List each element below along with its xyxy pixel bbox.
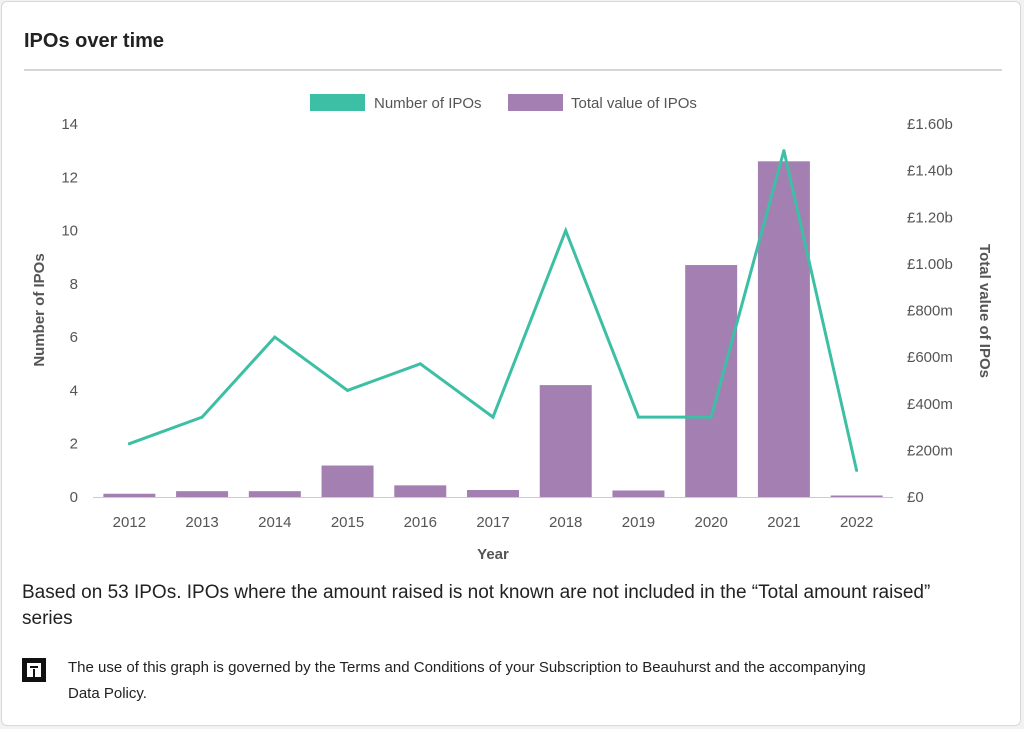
- y2-tick-label: £0: [907, 489, 924, 506]
- bar-2015: [321, 465, 374, 497]
- bar-2014: [248, 491, 301, 497]
- x-tick-label: 2017: [476, 514, 509, 531]
- x-tick-label: 2020: [694, 514, 727, 531]
- point-2017: [491, 415, 495, 419]
- y-tick-label: 0: [70, 489, 78, 506]
- footnote: Based on 53 IPOs. IPOs where the amount …: [22, 582, 931, 629]
- chart-title: IPOs over time: [24, 30, 165, 52]
- point-2015: [346, 388, 350, 392]
- bar-2012: [103, 493, 156, 497]
- bar-2016: [394, 485, 447, 497]
- y-tick-label: 10: [61, 223, 78, 240]
- bar-2017: [467, 490, 519, 497]
- y2-tick-label: £200m: [907, 442, 953, 459]
- x-tick-label: 2016: [404, 514, 437, 531]
- x-tick-label: 2014: [258, 514, 291, 531]
- y2-tick-label: £800m: [907, 303, 953, 320]
- bar-2022: [830, 495, 883, 497]
- x-tick-label: 2022: [840, 514, 873, 531]
- y2-tick-label: £1.60b: [907, 116, 953, 133]
- y-tick-label: 2: [70, 436, 78, 453]
- y-tick-label: 4: [70, 382, 78, 399]
- legend-label-number-of-ipos: Number of IPOs: [374, 95, 482, 112]
- bar-2018: [539, 385, 592, 497]
- point-2013: [200, 415, 204, 419]
- y-tick-label: 8: [70, 276, 78, 293]
- point-2018: [564, 229, 568, 233]
- legend-swatch-total-value: [508, 94, 563, 111]
- legend-label-total-value: Total value of IPOs: [571, 95, 697, 112]
- point-2016: [418, 362, 422, 366]
- line-number-of-ipos: [128, 150, 859, 471]
- y-axis-title: Number of IPOs: [31, 253, 48, 366]
- x-tick-label: 2019: [622, 514, 655, 531]
- point-2019: [636, 415, 640, 419]
- x-tick-label: 2018: [549, 514, 582, 531]
- bar-2013: [176, 491, 229, 497]
- x-tick-label: 2012: [113, 514, 146, 531]
- terms-text: The use of this graph is governed by the…: [68, 659, 866, 702]
- point-2021: [782, 149, 786, 153]
- bar-2020: [685, 265, 738, 497]
- x-tick-label: 2015: [331, 514, 364, 531]
- y-tick-label: 14: [61, 116, 78, 133]
- legend-swatch-number-of-ipos: [310, 94, 365, 111]
- x-tick-label: 2021: [767, 514, 800, 531]
- y2-axis-title: Total value of IPOs: [976, 244, 993, 378]
- point-2012: [127, 442, 131, 446]
- point-2022: [855, 468, 859, 472]
- y2-tick-label: £1.20b: [907, 209, 953, 226]
- point-2014: [273, 335, 277, 339]
- x-axis-title: Year: [477, 546, 509, 563]
- y2-tick-label: £600m: [907, 349, 953, 366]
- x-tick-label: 2013: [185, 514, 218, 531]
- y2-tick-label: £1.00b: [907, 256, 953, 273]
- point-2020: [709, 415, 713, 419]
- y2-tick-label: £1.40b: [907, 163, 953, 180]
- y2-tick-label: £400m: [907, 396, 953, 413]
- title-divider: [24, 69, 1002, 71]
- beauhurst-logo-icon: [22, 658, 46, 682]
- bar-2019: [612, 490, 665, 497]
- y-tick-label: 6: [70, 329, 78, 346]
- y-tick-label: 12: [61, 169, 78, 186]
